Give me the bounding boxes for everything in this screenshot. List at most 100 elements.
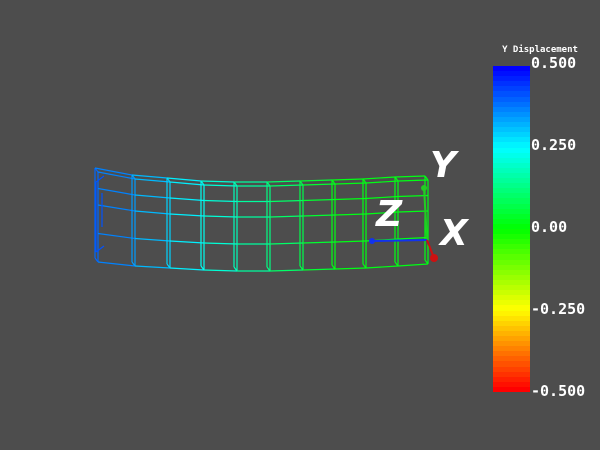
mesh-edge xyxy=(203,184,238,187)
mesh-edge xyxy=(94,167,133,176)
scalar-bar-band xyxy=(493,91,530,97)
mesh-edge xyxy=(397,194,429,198)
mesh-edge xyxy=(203,242,238,245)
mesh-edge xyxy=(97,261,136,267)
scalar-bar-band xyxy=(493,325,530,331)
mesh-edge xyxy=(97,204,136,212)
mesh-edge xyxy=(334,267,367,270)
scalar-bar-tick-0: 0.500 xyxy=(531,54,577,72)
scalar-bar-band xyxy=(493,381,530,387)
scalar-bar-band xyxy=(493,351,530,357)
mesh-edge xyxy=(362,178,367,184)
scalar-bar-band xyxy=(493,66,530,72)
mesh-edge xyxy=(302,183,336,186)
mesh-edge xyxy=(334,240,367,243)
mesh-edge xyxy=(302,268,336,271)
scalar-bar-title: Y Displacement xyxy=(502,45,578,55)
scalar-bar-band xyxy=(493,285,530,291)
mesh-edge xyxy=(269,199,304,203)
scalar-bar-band xyxy=(493,259,530,265)
scalar-bar-band xyxy=(493,188,530,194)
scalar-bar-band xyxy=(493,310,530,316)
scalar-bar-band xyxy=(493,376,530,382)
scalar-bar-band xyxy=(493,213,530,219)
mesh-edge xyxy=(203,199,238,203)
mesh-edge xyxy=(266,266,271,272)
mesh-edge xyxy=(299,179,333,182)
mesh-edge xyxy=(299,180,304,186)
mesh-edge xyxy=(334,182,367,185)
mesh-edge xyxy=(131,261,136,267)
scalar-bar-band xyxy=(493,279,530,286)
y-axis-arrow-head xyxy=(421,185,427,191)
scalar-bar-band xyxy=(493,86,530,92)
scalar-bar-band xyxy=(493,76,530,82)
mesh-edge xyxy=(365,211,399,215)
scalar-bar-tick-1: 0.250 xyxy=(531,136,577,154)
y-axis-arrow xyxy=(423,187,428,241)
scalar-bar-band xyxy=(493,122,530,128)
mesh-edge xyxy=(169,197,205,202)
z-axis-arrow-head xyxy=(369,238,375,244)
mesh-edge xyxy=(302,241,336,244)
scalar-bar-band xyxy=(493,157,530,163)
mesh-edge xyxy=(302,198,336,202)
z-axis-label: Z xyxy=(376,194,403,235)
mesh-edge xyxy=(365,195,399,200)
orientation-axes xyxy=(369,185,438,262)
scalar-bar-band xyxy=(493,366,530,372)
x-axis-arrow-head xyxy=(430,254,438,262)
mesh-edge xyxy=(394,175,426,178)
mesh-edge xyxy=(266,180,301,183)
mesh-edge xyxy=(97,171,136,180)
scalar-bar-band xyxy=(493,101,530,107)
mesh-edge xyxy=(334,213,367,216)
scalar-bar-band xyxy=(493,239,530,245)
scalar-bar-band xyxy=(493,295,530,301)
scalar-bar-band xyxy=(493,269,530,275)
scalar-bar-band xyxy=(493,341,530,347)
mesh-edge xyxy=(397,210,429,213)
scalar-bar-band xyxy=(493,290,530,296)
mesh-edge xyxy=(203,269,238,272)
mesh-edge xyxy=(394,261,399,267)
mesh-edge xyxy=(200,180,235,183)
mesh-edge xyxy=(266,181,271,187)
mesh-edge xyxy=(95,175,105,183)
mesh-edge xyxy=(299,265,304,271)
scalar-bar-band xyxy=(493,178,530,184)
scalar-bar-color-ramp xyxy=(493,66,530,392)
scalar-bar-band xyxy=(493,218,530,224)
scalar-bar-tick-3: -0.250 xyxy=(531,300,586,318)
mesh-edge xyxy=(397,263,429,267)
mesh-edge xyxy=(331,264,336,270)
mesh-edge xyxy=(365,265,399,269)
scalar-bar-band xyxy=(493,96,530,102)
scalar-bar-band xyxy=(493,234,530,240)
scalar-bar-band xyxy=(493,71,530,77)
scalar-bar-band xyxy=(493,223,530,229)
scalar-bar-band xyxy=(493,127,530,133)
scalar-bar-band xyxy=(493,386,530,392)
mesh-edge xyxy=(269,215,304,218)
mesh-edge xyxy=(134,210,171,215)
scalar-bar-band xyxy=(493,315,530,321)
scalar-bar-band xyxy=(493,208,530,214)
scalar-bar-band xyxy=(493,274,530,280)
scalar-bar-band xyxy=(493,264,530,270)
scalar-bar-band xyxy=(493,300,530,306)
scalar-bar-band xyxy=(493,172,530,179)
scalar-bar-band xyxy=(493,137,530,143)
scalar-bar-band xyxy=(493,249,530,255)
mesh-edge xyxy=(166,177,202,182)
scalar-bar-band xyxy=(493,111,530,117)
mesh-edge xyxy=(200,265,205,271)
scalar-bar-band xyxy=(493,162,530,168)
mesh-edge xyxy=(334,197,367,201)
beam-wireframe-mesh xyxy=(94,167,429,272)
scalar-bar-band xyxy=(493,335,530,342)
scalar-bar-band xyxy=(493,81,530,87)
scalar-bar-tick-4: -0.500 xyxy=(531,382,586,400)
mesh-edge xyxy=(269,242,304,245)
